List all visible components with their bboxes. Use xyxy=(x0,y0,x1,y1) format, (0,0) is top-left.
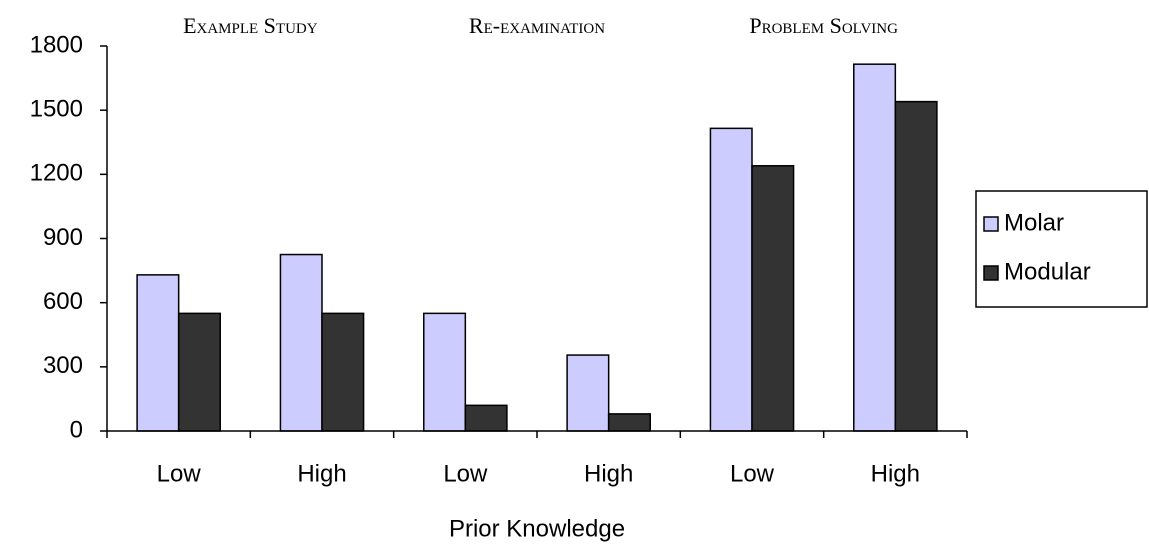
x-tick-label: Low xyxy=(443,460,488,487)
bar xyxy=(136,274,180,432)
y-tick-label: 1800 xyxy=(30,31,83,58)
group-label: Re-examination xyxy=(469,13,605,38)
y-tick-label: 900 xyxy=(43,224,83,251)
x-tick-label: Low xyxy=(730,460,775,487)
group-label: Example Study xyxy=(183,13,318,38)
bar xyxy=(279,253,323,432)
legend: Molar Modular xyxy=(975,190,1148,308)
x-tick-label: High xyxy=(871,460,920,487)
bar xyxy=(709,127,753,432)
x-tick-label: High xyxy=(297,460,346,487)
x-tick-label: High xyxy=(584,460,633,487)
x-tick-label: Low xyxy=(157,460,202,487)
legend-swatch xyxy=(983,216,999,232)
bar xyxy=(423,312,467,432)
y-tick-label: 0 xyxy=(70,416,83,443)
legend-swatch xyxy=(983,265,999,281)
bar xyxy=(566,354,610,432)
legend-box xyxy=(975,190,1148,308)
x-axis-label: Prior Knowledge xyxy=(449,515,625,542)
y-tick-label: 1500 xyxy=(30,96,83,123)
y-tick-label: 1200 xyxy=(30,160,83,187)
legend-label: Molar xyxy=(1004,209,1064,236)
bar xyxy=(894,100,938,432)
bar xyxy=(751,165,795,432)
y-tick-label: 600 xyxy=(43,288,83,315)
bar xyxy=(177,312,221,432)
bar xyxy=(607,413,651,432)
bar xyxy=(853,63,897,432)
y-tick-label: 300 xyxy=(43,352,83,379)
bar xyxy=(321,312,365,432)
legend-label: Modular xyxy=(1004,258,1091,285)
group-label: Problem Solving xyxy=(749,13,898,38)
bar xyxy=(464,404,508,432)
